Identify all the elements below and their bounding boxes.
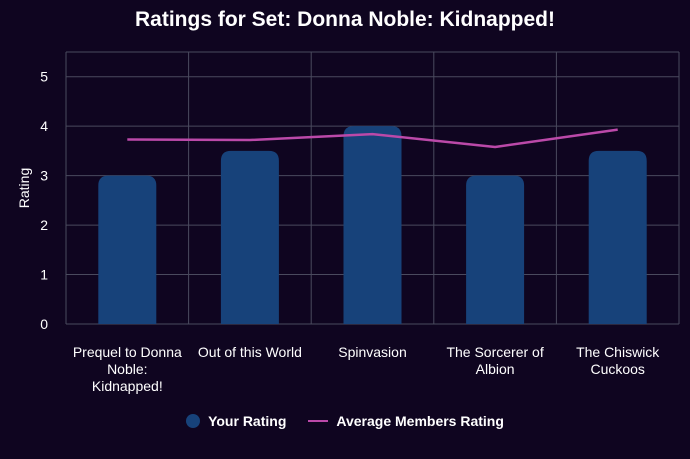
x-tick-label: Cuckoos bbox=[590, 361, 644, 377]
x-tick-label: The Chiswick bbox=[576, 344, 660, 360]
legend-item-average-members-rating[interactable]: Average Members Rating bbox=[308, 413, 504, 429]
bar-your-rating bbox=[588, 150, 647, 324]
bar-your-rating bbox=[98, 175, 157, 324]
y-tick-label: 1 bbox=[40, 267, 48, 283]
legend-label-average-members-rating: Average Members Rating bbox=[336, 413, 504, 429]
x-tick-label: Kidnapped! bbox=[92, 378, 163, 394]
x-tick-label: Prequel to Donna bbox=[73, 344, 182, 360]
y-axis-label: Rating bbox=[16, 168, 32, 208]
legend-label-your-rating: Your Rating bbox=[208, 413, 287, 429]
x-tick-label: The Sorcerer of bbox=[446, 344, 543, 360]
bar-your-rating bbox=[466, 175, 525, 324]
x-tick-label: Spinvasion bbox=[338, 344, 407, 360]
y-tick-label: 3 bbox=[40, 168, 48, 184]
y-tick-label: 5 bbox=[40, 69, 48, 85]
chart-legend: Your Rating Average Members Rating bbox=[0, 413, 690, 429]
bar-your-rating bbox=[343, 126, 402, 324]
legend-swatch-line bbox=[308, 420, 329, 422]
x-tick-label: Noble: bbox=[107, 361, 147, 377]
y-tick-label: 0 bbox=[40, 316, 48, 332]
x-tick-label: Albion bbox=[476, 361, 515, 377]
legend-swatch-bar bbox=[186, 414, 201, 428]
bar-your-rating bbox=[220, 150, 279, 324]
chart-title: Ratings for Set: Donna Noble: Kidnapped! bbox=[135, 8, 555, 31]
legend-item-your-rating[interactable]: Your Rating bbox=[186, 413, 286, 429]
y-tick-label: 4 bbox=[40, 118, 48, 134]
y-tick-label: 2 bbox=[40, 217, 48, 233]
x-tick-label: Out of this World bbox=[198, 344, 302, 360]
